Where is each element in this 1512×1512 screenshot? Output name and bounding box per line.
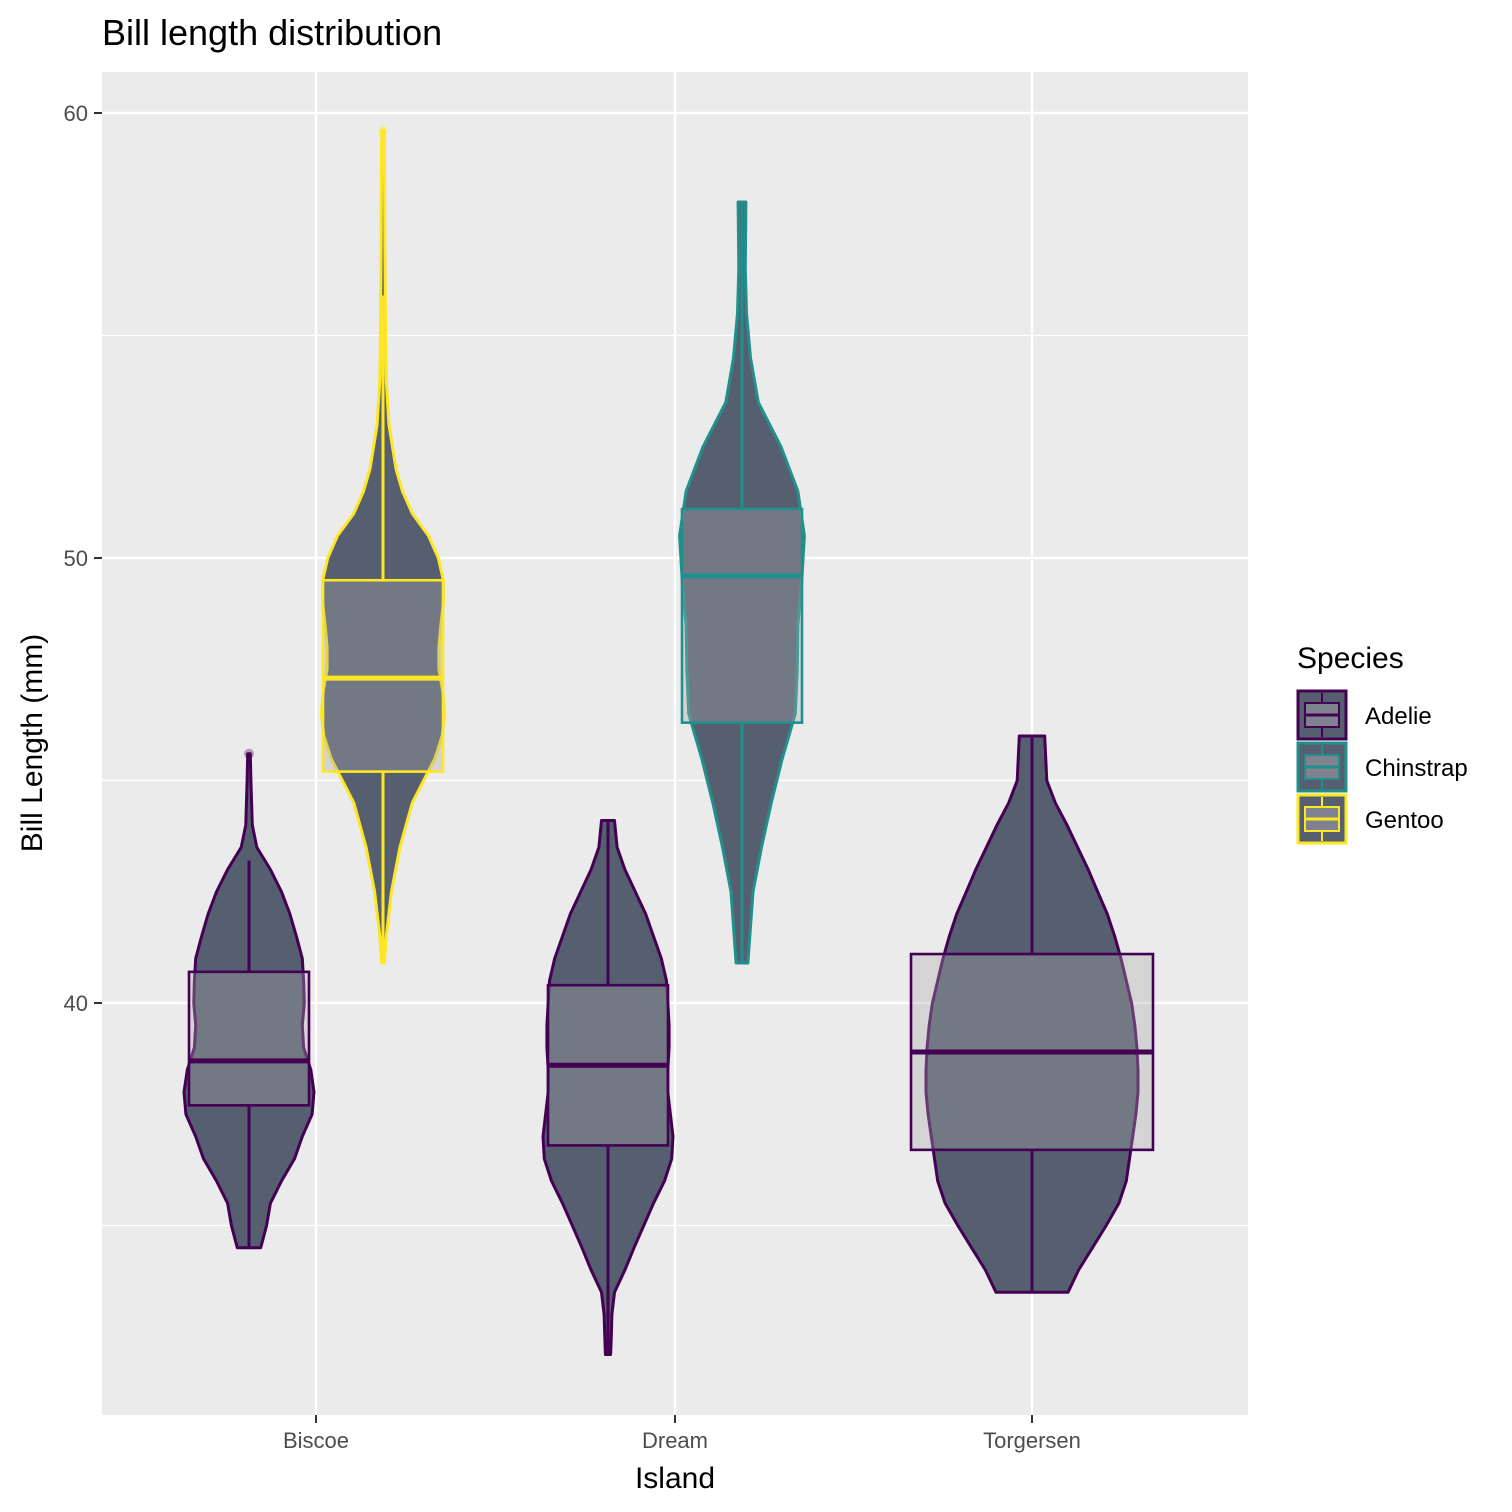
legend-label: Gentoo [1365,807,1444,834]
violin-shape [182,752,316,1250]
violin-dream-adelie [541,819,675,1356]
box [187,970,311,1107]
x-tick-label: Torgersen [983,1428,1081,1453]
y-tick-label: 50 [64,546,88,571]
violin-shape [678,200,806,965]
axes: 40 50 60 Biscoe Dream Torgersen [64,101,1081,1453]
legend-item-gentoo: Gentoo [1296,793,1444,845]
legend-item-chinstrap: Chinstrap [1296,741,1468,793]
outlier-point [378,125,388,136]
y-tick-label: 40 [64,991,88,1016]
legend-key [1296,741,1348,793]
y-tick-label: 60 [64,101,88,126]
violins [182,125,1155,1356]
legend-key [1296,793,1348,845]
violin-torgersen-adelie [909,734,1155,1294]
legend-label: Adelie [1365,703,1432,730]
x-axis-title: Island [635,1462,715,1495]
legend-key [1296,689,1348,741]
x-tick-label: Dream [642,1428,708,1453]
legend-title: Species [1297,642,1404,675]
chart-title: Bill length distribution [102,12,442,53]
box [680,507,804,724]
outlier-point [244,748,254,759]
legend-item-adelie: Adelie [1296,689,1432,741]
legend-label: Chinstrap [1365,755,1468,782]
violin-shape [541,819,675,1356]
violin-shape [924,734,1140,1294]
violin-dream-chinstrap [678,200,806,965]
y-axis-title: Bill Length (mm) [16,634,49,852]
violin-biscoe-adelie [182,748,316,1250]
legend: Species Adelie Chinstrap Gentoo [1296,642,1468,845]
violin-biscoe-gentoo [319,125,447,965]
x-tick-label: Biscoe [283,1428,349,1453]
